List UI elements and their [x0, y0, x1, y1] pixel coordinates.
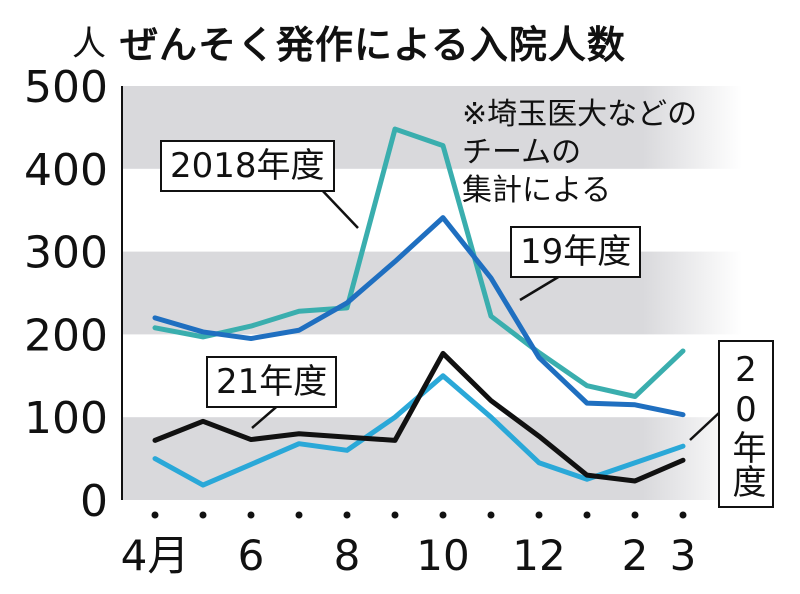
label-21: 21年度	[206, 356, 338, 408]
label-19: 19年度	[510, 226, 642, 278]
pointer-2018	[319, 187, 359, 229]
y-tick-label: 200	[24, 310, 108, 361]
series-line-3	[152, 350, 686, 484]
y-tick-label: 0	[80, 476, 108, 527]
x-tick-dot	[247, 511, 255, 519]
chart-title: ぜんそく発作による入院人数	[120, 23, 626, 67]
series-line-1	[152, 215, 686, 418]
x-tick-dot	[199, 511, 207, 519]
grid-band	[122, 251, 742, 335]
x-tick-label: 6	[238, 531, 265, 580]
series-line-0	[152, 126, 686, 399]
x-tick-label: 12	[512, 531, 565, 580]
pointer-19	[519, 274, 561, 302]
x-tick-label: 4月	[121, 531, 190, 580]
y-tick-label: 100	[24, 393, 108, 444]
x-tick-dot	[535, 511, 543, 519]
x-tick-label: 2	[622, 531, 649, 580]
x-tick-label: 8	[334, 531, 361, 580]
label-2018: 2018年度	[160, 140, 335, 192]
x-tick-dot	[631, 511, 639, 519]
source-note: ※埼玉医大などの チームの 集計による	[462, 97, 698, 208]
x-tick-dot	[439, 511, 447, 519]
y-tick-label: 500	[24, 62, 108, 113]
x-tick-dot	[343, 511, 351, 519]
x-tick-dot	[295, 511, 303, 519]
x-tick-dot	[583, 511, 591, 519]
pointer-20	[689, 411, 721, 441]
x-tick-dot	[679, 511, 687, 519]
x-tick-label: 3	[670, 531, 697, 580]
label-20: 20年度	[718, 340, 774, 508]
x-tick-dot	[151, 511, 159, 519]
x-tick-dot	[487, 511, 495, 519]
x-tick-label: 10	[416, 531, 469, 580]
y-tick-label: 300	[24, 228, 108, 279]
y-tick-label: 400	[24, 145, 108, 196]
y-unit-label: 人	[72, 24, 106, 64]
x-tick-dot	[391, 511, 399, 519]
